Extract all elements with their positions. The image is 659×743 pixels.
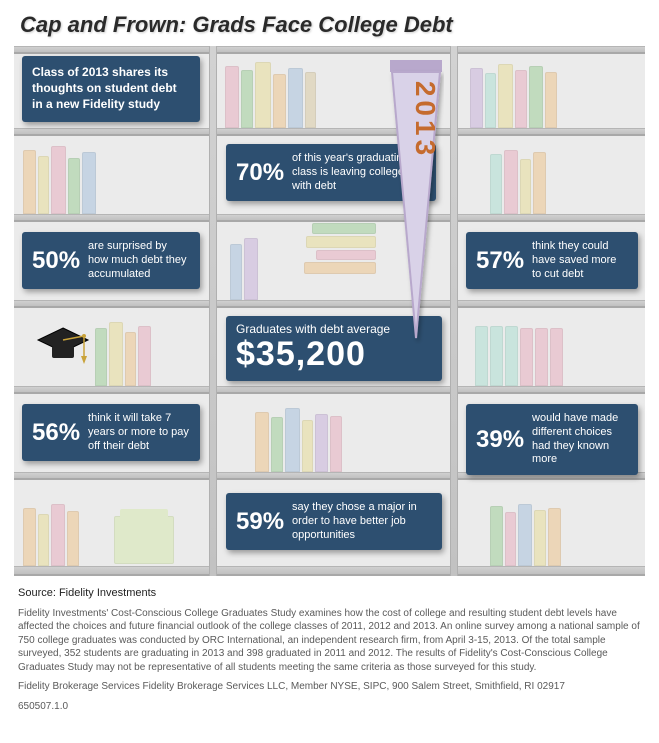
- stat-text: say they chose a major in order to have …: [292, 501, 432, 542]
- source-line: Source: Fidelity Investments: [18, 582, 641, 607]
- books-deco: [489, 136, 547, 214]
- panel-57pct: 57% think they could have saved more to …: [466, 232, 638, 289]
- books-deco: [22, 136, 97, 214]
- stat-pct: 50%: [32, 249, 80, 273]
- stat-text: think it will take 7 years or more to pa…: [88, 412, 190, 453]
- footer-code: 650507.1.0: [18, 700, 641, 714]
- books-deco: [254, 394, 343, 472]
- stat-text: would have made different choices had th…: [532, 412, 628, 467]
- stat-text: think they could have saved more to cut …: [532, 240, 628, 281]
- footer-paragraph: Fidelity Investments' Cost-Conscious Col…: [18, 607, 641, 675]
- stat-pct: 57%: [476, 249, 524, 273]
- books-deco: [469, 54, 558, 128]
- bookshelf: 2013 Class of 2013 shares its thoughts o…: [14, 46, 645, 576]
- stat-pct: 39%: [476, 428, 524, 452]
- books-deco: [489, 480, 562, 566]
- books-deco: [94, 308, 152, 386]
- infographic-container: Cap and Frown: Grads Face College Debt: [0, 0, 659, 727]
- books-stack: [304, 222, 376, 300]
- divider: [450, 46, 458, 576]
- panel-59pct: 59% say they chose a major in order to h…: [226, 493, 442, 550]
- panel-56pct: 56% think it will take 7 years or more t…: [22, 404, 200, 461]
- books-deco: [22, 480, 80, 566]
- footer: Source: Fidelity Investments Fidelity In…: [14, 576, 645, 713]
- graduation-cap-icon: [34, 324, 92, 364]
- footer-paragraph: Fidelity Brokerage Services Fidelity Bro…: [18, 680, 641, 694]
- svg-text:2013: 2013: [410, 81, 441, 159]
- panel-50pct: 50% are surprised by how much debt they …: [22, 232, 200, 289]
- pennant-2013: 2013: [388, 60, 444, 344]
- books-deco: [224, 54, 317, 128]
- stat-pct: 59%: [236, 510, 284, 534]
- stat-pct: 56%: [32, 421, 80, 445]
- books-deco: [474, 308, 564, 386]
- page-title: Cap and Frown: Grads Face College Debt: [14, 10, 645, 46]
- stat-pct: 70%: [236, 161, 284, 185]
- panel-intro: Class of 2013 shares its thoughts on stu…: [22, 56, 200, 122]
- books-deco: [229, 222, 259, 300]
- divider: [209, 46, 217, 576]
- panel-39pct: 39% would have made different choices ha…: [466, 404, 638, 475]
- box-file: [114, 516, 174, 564]
- stat-text: are surprised by how much debt they accu…: [88, 240, 190, 281]
